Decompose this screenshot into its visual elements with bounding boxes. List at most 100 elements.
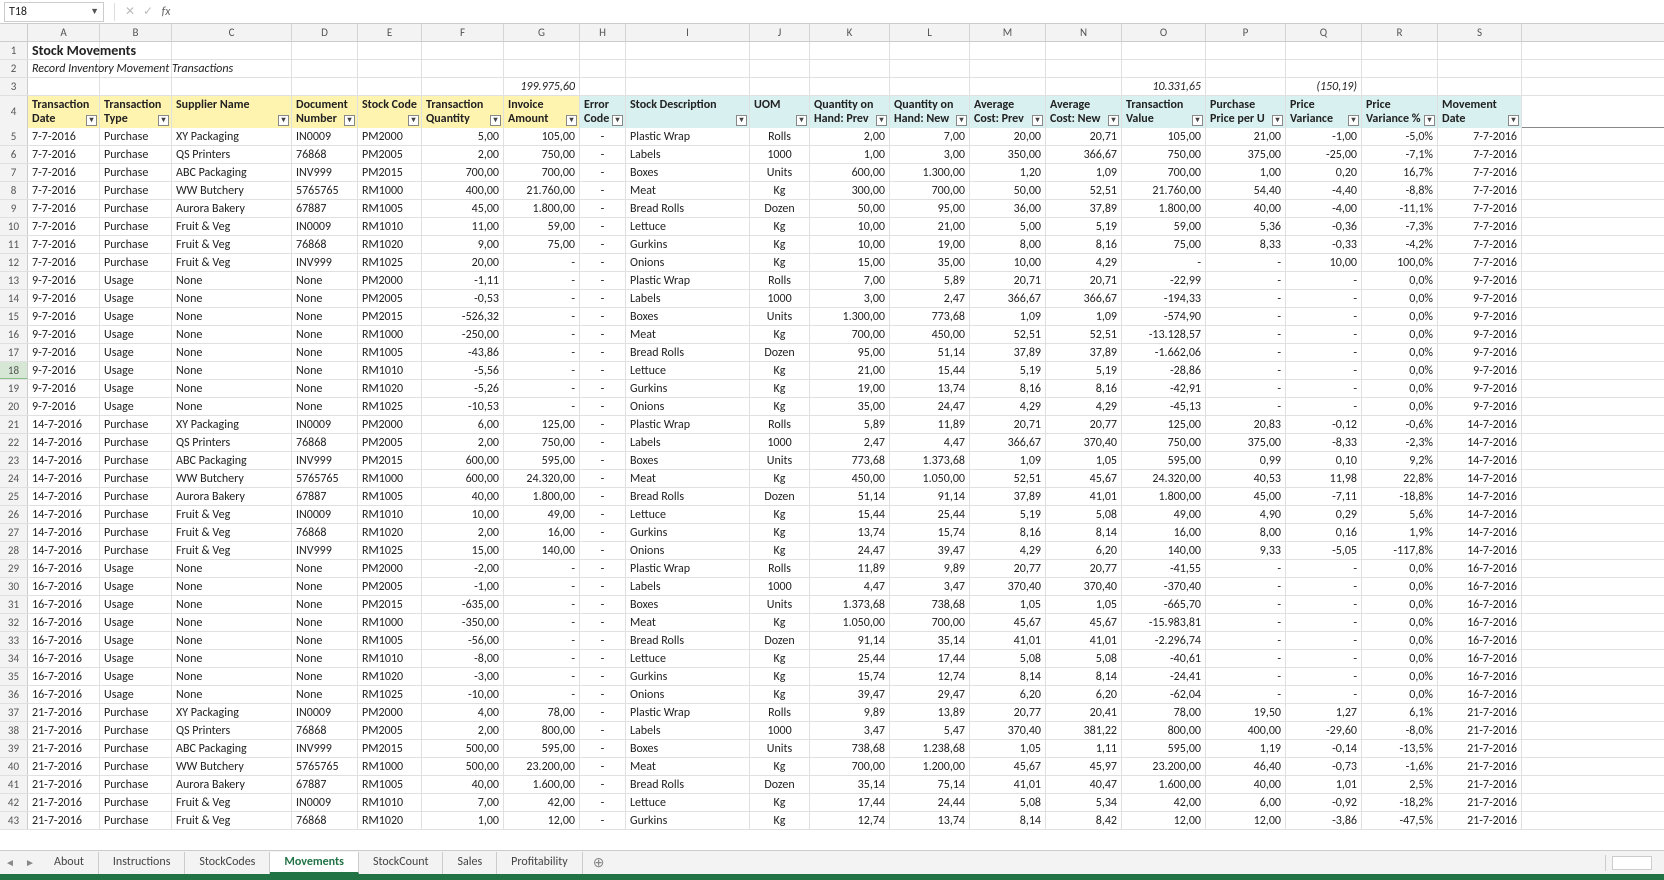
cell[interactable]: Plastic Wrap: [626, 128, 750, 145]
cell[interactable]: 1000: [750, 722, 810, 739]
cell[interactable]: IN0009: [292, 704, 358, 721]
cell[interactable]: PM2000: [358, 272, 422, 289]
cell[interactable]: Labels: [626, 290, 750, 307]
cell[interactable]: Kg: [750, 524, 810, 541]
cell[interactable]: 0,0%: [1362, 668, 1438, 685]
cell[interactable]: None: [172, 560, 292, 577]
cell[interactable]: -: [580, 236, 626, 253]
filter-icon[interactable]: ▾: [1424, 115, 1435, 126]
cell[interactable]: 25,44: [890, 506, 970, 523]
column-header-cell[interactable]: Transaction Quantity▾: [422, 96, 504, 128]
cell[interactable]: [1286, 60, 1362, 77]
cell[interactable]: 10,00: [810, 236, 890, 253]
cell[interactable]: Lettuce: [626, 362, 750, 379]
cell[interactable]: [1206, 78, 1286, 95]
cell[interactable]: IN0009: [292, 218, 358, 235]
cell[interactable]: 370,40: [1046, 434, 1122, 451]
cell[interactable]: IN0009: [292, 506, 358, 523]
cell[interactable]: 49,00: [1122, 506, 1206, 523]
cell[interactable]: Lettuce: [626, 650, 750, 667]
cell[interactable]: 366,67: [1046, 290, 1122, 307]
cell[interactable]: 1.050,00: [890, 470, 970, 487]
cell[interactable]: 7-7-2016: [28, 164, 100, 181]
cell[interactable]: 45,67: [1046, 470, 1122, 487]
cell[interactable]: 21.760,00: [1122, 182, 1206, 199]
cell[interactable]: None: [292, 272, 358, 289]
cell[interactable]: -665,70: [1122, 596, 1206, 613]
cell[interactable]: 7,00: [422, 794, 504, 811]
cell[interactable]: -0,12: [1286, 416, 1362, 433]
cell[interactable]: 4,29: [970, 398, 1046, 415]
cell[interactable]: -45,13: [1122, 398, 1206, 415]
cell[interactable]: Kg: [750, 614, 810, 631]
filter-icon[interactable]: ▾: [1272, 115, 1283, 126]
cell[interactable]: RM1005: [358, 632, 422, 649]
cell[interactable]: -: [1286, 362, 1362, 379]
cell[interactable]: RM1000: [358, 326, 422, 343]
cell[interactable]: [100, 42, 172, 59]
cell[interactable]: 21-7-2016: [1438, 794, 1522, 811]
cell[interactable]: 13,74: [890, 812, 970, 829]
row-header[interactable]: 29: [0, 560, 28, 577]
cell[interactable]: None: [172, 614, 292, 631]
cell[interactable]: 2,47: [810, 434, 890, 451]
cell[interactable]: None: [172, 398, 292, 415]
cell[interactable]: PM2000: [358, 128, 422, 145]
cell[interactable]: 366,67: [970, 290, 1046, 307]
cell[interactable]: None: [172, 650, 292, 667]
cell[interactable]: 67887: [292, 776, 358, 793]
accept-icon[interactable]: ✓: [139, 4, 157, 19]
cell[interactable]: PM2015: [358, 740, 422, 757]
cell[interactable]: 14-7-2016: [28, 524, 100, 541]
cell[interactable]: -: [580, 182, 626, 199]
filter-icon[interactable]: ▾: [1192, 115, 1203, 126]
cell[interactable]: None: [292, 668, 358, 685]
select-all-corner[interactable]: [0, 24, 28, 41]
cell[interactable]: [1206, 42, 1286, 59]
cell[interactable]: 350,00: [970, 146, 1046, 163]
cell[interactable]: Usage: [100, 344, 172, 361]
cell[interactable]: Kg: [750, 758, 810, 775]
cell[interactable]: None: [172, 632, 292, 649]
cell[interactable]: [750, 78, 810, 95]
cell[interactable]: -43,86: [422, 344, 504, 361]
cell[interactable]: [292, 42, 358, 59]
cell[interactable]: 1,20: [970, 164, 1046, 181]
cell[interactable]: Units: [750, 596, 810, 613]
cell[interactable]: 700,00: [504, 164, 580, 181]
cell[interactable]: Fruit & Veg: [172, 542, 292, 559]
cell[interactable]: 39,47: [810, 686, 890, 703]
cell[interactable]: -: [504, 344, 580, 361]
cell[interactable]: 37,89: [970, 488, 1046, 505]
column-header-O[interactable]: O: [1122, 24, 1206, 41]
cell[interactable]: 105,00: [504, 128, 580, 145]
cell[interactable]: 800,00: [504, 722, 580, 739]
cell[interactable]: 20,77: [970, 560, 1046, 577]
cell[interactable]: Onions: [626, 254, 750, 271]
column-header-C[interactable]: C: [172, 24, 292, 41]
cell[interactable]: 9-7-2016: [1438, 398, 1522, 415]
cell[interactable]: -: [1286, 614, 1362, 631]
filter-icon[interactable]: ▾: [956, 115, 967, 126]
filter-icon[interactable]: ▾: [566, 115, 577, 126]
cell[interactable]: 9-7-2016: [1438, 308, 1522, 325]
cell[interactable]: -: [1286, 308, 1362, 325]
cell[interactable]: -526,32: [422, 308, 504, 325]
cell[interactable]: 750,00: [504, 146, 580, 163]
cell[interactable]: 0,0%: [1362, 686, 1438, 703]
cell[interactable]: -8,00: [422, 650, 504, 667]
column-header-cell[interactable]: Purchase Price per U▾: [1206, 96, 1286, 128]
cell[interactable]: 9-7-2016: [1438, 380, 1522, 397]
cell[interactable]: 4,47: [890, 434, 970, 451]
cell[interactable]: Dozen: [750, 488, 810, 505]
row-header[interactable]: 33: [0, 632, 28, 649]
cell[interactable]: None: [292, 308, 358, 325]
cell[interactable]: Units: [750, 740, 810, 757]
cell[interactable]: -: [1286, 326, 1362, 343]
cell[interactable]: 5765765: [292, 182, 358, 199]
cell[interactable]: 14-7-2016: [28, 416, 100, 433]
cell[interactable]: 9-7-2016: [28, 326, 100, 343]
cell[interactable]: Kg: [750, 182, 810, 199]
cell[interactable]: 7-7-2016: [1438, 236, 1522, 253]
cell[interactable]: Meat: [626, 614, 750, 631]
